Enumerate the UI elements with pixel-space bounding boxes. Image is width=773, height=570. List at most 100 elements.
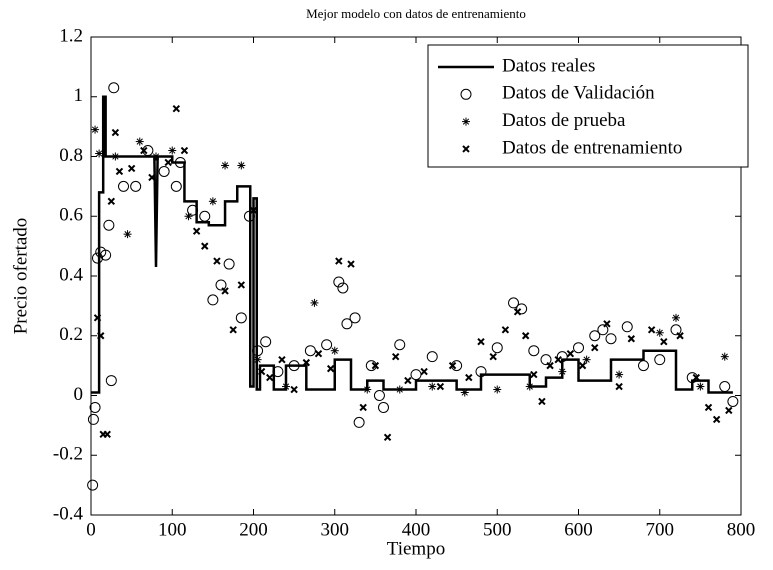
- y-tick-label: -0.4: [53, 503, 84, 524]
- x-marker: [237, 281, 246, 289]
- star-marker: [696, 382, 705, 391]
- x-marker: [538, 397, 546, 406]
- x-marker: [201, 242, 209, 250]
- circle-marker: [260, 336, 272, 348]
- circle-marker: [174, 156, 186, 168]
- x-marker: [180, 146, 189, 155]
- circle-marker: [92, 252, 103, 264]
- circle-marker: [103, 219, 115, 231]
- x-tick-label: 700: [646, 519, 675, 540]
- circle-marker: [394, 339, 406, 351]
- star-marker: [428, 382, 437, 391]
- x-marker: [489, 352, 497, 361]
- x-marker: [704, 403, 713, 412]
- circle-marker: [288, 360, 300, 372]
- star-marker: [582, 355, 591, 364]
- x-tick-label: 300: [321, 519, 350, 540]
- x-marker: [420, 367, 428, 376]
- circle-marker: [410, 369, 422, 381]
- x-marker: [229, 326, 237, 334]
- x-marker: [140, 146, 148, 155]
- star-marker: [330, 346, 339, 355]
- x-marker: [164, 158, 172, 167]
- x-marker: [477, 338, 485, 346]
- legend-label: Datos de entrenamiento: [502, 137, 682, 158]
- circle-marker: [89, 401, 101, 413]
- x-marker: [115, 167, 124, 176]
- circle-marker: [654, 354, 666, 366]
- circle-marker: [378, 401, 389, 413]
- x-marker: [326, 364, 335, 373]
- x-marker: [192, 227, 201, 235]
- x-marker: [566, 349, 575, 358]
- circle-marker: [207, 294, 219, 306]
- y-tick-label: 0: [74, 384, 84, 405]
- x-marker: [554, 355, 562, 364]
- legend-swatch: [460, 88, 472, 100]
- x-tick-label: 600: [564, 519, 593, 540]
- x-marker: [546, 361, 554, 370]
- star-marker: [282, 382, 290, 391]
- x-tick-label: 400: [402, 519, 431, 540]
- circle-marker: [727, 395, 739, 407]
- x-marker: [448, 361, 457, 370]
- star-marker: [91, 125, 100, 134]
- circle-marker: [235, 312, 247, 324]
- x-marker: [249, 206, 258, 214]
- x-marker: [513, 308, 522, 316]
- x-marker: [359, 403, 367, 412]
- x-marker: [391, 352, 400, 361]
- x-marker: [111, 128, 120, 137]
- legend-swatch: [462, 117, 470, 126]
- star-marker: [152, 152, 160, 161]
- x-marker: [103, 430, 111, 439]
- x-marker: [676, 332, 684, 340]
- star-marker: [525, 382, 534, 391]
- x-marker: [221, 287, 229, 295]
- star-marker: [208, 197, 217, 206]
- plot-frame: [90, 36, 742, 516]
- x-marker: [335, 257, 343, 265]
- legend-label: Datos reales: [502, 55, 595, 76]
- circle-marker: [100, 249, 112, 261]
- circle-marker: [105, 375, 117, 387]
- circle-marker: [87, 479, 99, 491]
- x-marker: [266, 373, 274, 382]
- x-marker: [591, 343, 599, 352]
- star-marker: [395, 385, 404, 394]
- circle-marker: [605, 333, 617, 345]
- x-marker: [302, 358, 311, 367]
- star-marker: [615, 370, 624, 379]
- circle-marker: [528, 345, 540, 357]
- x-marker: [383, 433, 392, 442]
- x-marker: [530, 370, 538, 379]
- star-marker: [168, 146, 177, 155]
- circle-marker: [304, 345, 316, 357]
- x-marker: [213, 257, 221, 265]
- y-tick-label: 0.6: [59, 205, 83, 226]
- star-marker: [253, 355, 262, 364]
- y-tick-label: 0.2: [59, 324, 83, 345]
- circle-marker: [170, 180, 182, 192]
- x-marker: [603, 320, 611, 328]
- circle-marker: [426, 351, 438, 363]
- data-line: [91, 95, 733, 394]
- circle-marker: [243, 210, 255, 222]
- x-marker: [501, 326, 510, 334]
- circle-marker: [349, 312, 361, 324]
- x-tick-label: 800: [727, 519, 756, 540]
- x-marker: [290, 385, 298, 394]
- star-marker: [237, 161, 246, 170]
- star-marker: [95, 149, 104, 158]
- star-marker: [655, 328, 664, 337]
- legend-swatch: [462, 145, 470, 153]
- star-marker: [558, 367, 567, 376]
- y-tick-label: 0.8: [59, 145, 83, 166]
- y-axis-label: Precio ofertado: [10, 218, 31, 335]
- x-marker: [148, 173, 156, 182]
- circle-marker: [638, 360, 649, 372]
- x-marker: [465, 373, 473, 382]
- circle-marker: [573, 342, 584, 354]
- x-marker: [712, 415, 721, 424]
